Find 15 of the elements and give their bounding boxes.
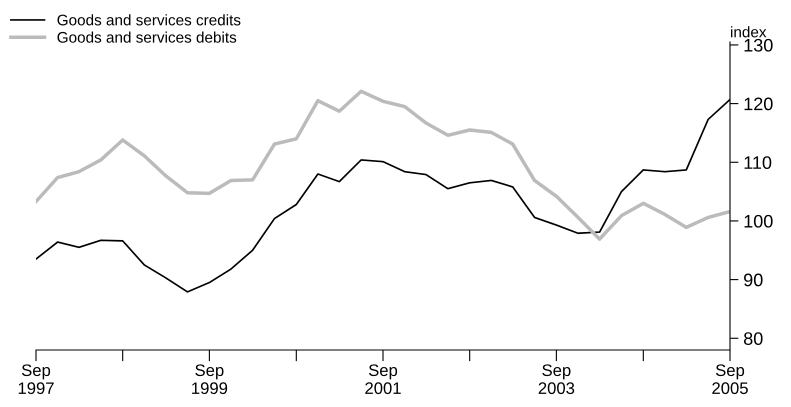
y-tick-label: 110 [744, 156, 772, 169]
legend-label: Goods and services credits [57, 14, 240, 26]
y-tick-label: 90 [744, 274, 763, 286]
x-tick-label: Sep 2005 [712, 364, 748, 394]
legend-label: Goods and services debits [57, 32, 236, 43]
y-tick-label: 80 [744, 332, 763, 345]
y-tick-label: 100 [744, 214, 773, 228]
y-axis-title: index [731, 26, 766, 38]
y-tick-label: 120 [744, 98, 773, 110]
y-tick-label: 130 [744, 38, 773, 52]
x-tick-label: Sep 1997 [18, 364, 54, 394]
line-series [36, 90, 730, 241]
x-tick-label: Sep 1999 [192, 364, 228, 394]
x-tick-label: Sep 2001 [365, 364, 401, 394]
x-tick-label: Sep 2003 [538, 364, 574, 394]
